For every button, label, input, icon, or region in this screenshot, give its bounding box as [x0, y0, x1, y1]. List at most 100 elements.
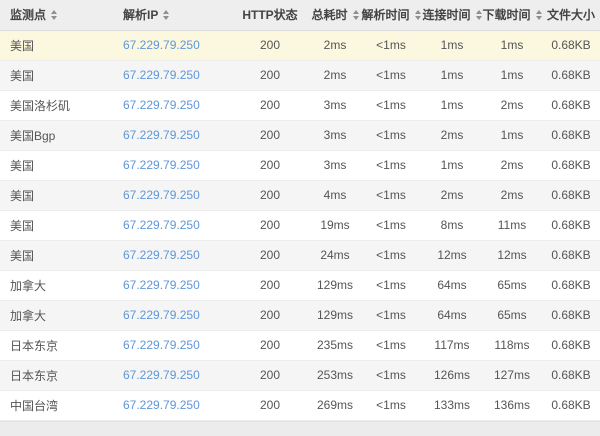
ip-link[interactable]: 67.229.79.250	[123, 218, 200, 232]
cell-connect: 1ms	[422, 60, 482, 91]
cell-ip: 67.229.79.250	[115, 330, 230, 361]
table-row: 中国台湾 67.229.79.250 200 269ms <1ms 133ms 136ms 0…	[0, 390, 600, 421]
cell-download: 2ms	[482, 180, 542, 211]
cell-download: 118ms	[482, 330, 542, 361]
table-row: 美国 67.229.79.250 200 19ms <1ms 8ms 11ms 0.68KB	[0, 210, 600, 241]
cell-connect: 126ms	[422, 360, 482, 391]
ip-link[interactable]: 67.229.79.250	[123, 248, 200, 262]
ip-link[interactable]: 67.229.79.250	[123, 128, 200, 142]
ip-link[interactable]: 67.229.79.250	[123, 158, 200, 172]
cell-size: 0.68KB	[542, 270, 600, 301]
cell-ip: 67.229.79.250	[115, 210, 230, 241]
cell-size: 0.68KB	[542, 60, 600, 91]
table-row: 日本东京 67.229.79.250 200 253ms <1ms 126ms 127ms 0…	[0, 360, 600, 391]
cell-size: 0.68KB	[542, 90, 600, 121]
ip-link[interactable]: 67.229.79.250	[123, 398, 200, 412]
col-header-label: HTTP状态	[242, 8, 298, 23]
cell-download: 65ms	[482, 300, 542, 331]
cell-size: 0.68KB	[542, 240, 600, 271]
cell-node: 美国	[0, 150, 115, 181]
cell-ip: 67.229.79.250	[115, 360, 230, 391]
cell-download: 2ms	[482, 150, 542, 181]
cell-connect: 12ms	[422, 240, 482, 271]
cell-node: 美国	[0, 240, 115, 271]
sort-icon[interactable]	[535, 10, 542, 21]
table-row: 美国 67.229.79.250 200 24ms <1ms 12ms 12ms 0.68KB	[0, 240, 600, 271]
col-header-status: HTTP状态	[230, 0, 310, 31]
cell-node: 日本东京	[0, 330, 115, 361]
ip-link[interactable]: 67.229.79.250	[123, 68, 200, 82]
cell-dns: <1ms	[360, 30, 422, 61]
cell-total: 3ms	[310, 120, 360, 151]
cell-ip: 67.229.79.250	[115, 300, 230, 331]
col-header-ip[interactable]: 解析IP	[115, 0, 230, 31]
cell-dns: <1ms	[360, 180, 422, 211]
cell-ip: 67.229.79.250	[115, 390, 230, 421]
cell-node: 美国	[0, 180, 115, 211]
cell-download: 1ms	[482, 60, 542, 91]
ip-link[interactable]: 67.229.79.250	[123, 308, 200, 322]
col-header-node[interactable]: 监测点	[0, 0, 115, 31]
cell-total: 235ms	[310, 330, 360, 361]
table-row: 日本东京 67.229.79.250 200 235ms <1ms 117ms 118ms 0…	[0, 330, 600, 361]
cell-status: 200	[230, 30, 310, 61]
table-row: 加拿大 67.229.79.250 200 129ms <1ms 64ms 65ms 0.68…	[0, 270, 600, 301]
col-header-dns[interactable]: 解析时间	[360, 0, 422, 31]
cell-status: 200	[230, 180, 310, 211]
header-row: 监测点 解析IP HTTP状态 总耗时 解析时间 连接时间 下载时间 文件大小	[0, 0, 600, 31]
col-header-connect[interactable]: 连接时间	[422, 0, 482, 31]
cell-connect: 8ms	[422, 210, 482, 241]
col-header-label: 下载时间	[482, 8, 531, 23]
sort-icon[interactable]	[163, 10, 170, 21]
cell-connect: 1ms	[422, 150, 482, 181]
cell-size: 0.68KB	[542, 360, 600, 391]
cell-status: 200	[230, 390, 310, 421]
cell-connect: 1ms	[422, 90, 482, 121]
sort-icon[interactable]	[414, 10, 421, 21]
col-header-total[interactable]: 总耗时	[310, 0, 360, 31]
table-body: 美国 67.229.79.250 200 2ms <1ms 1ms 1ms 0.68KB 美国 6…	[0, 30, 600, 421]
col-header-download[interactable]: 下载时间	[482, 0, 542, 31]
sort-icon[interactable]	[51, 10, 58, 21]
cell-size: 0.68KB	[542, 330, 600, 361]
col-header-label: 连接时间	[422, 8, 471, 23]
ip-link[interactable]: 67.229.79.250	[123, 278, 200, 292]
cell-ip: 67.229.79.250	[115, 30, 230, 61]
cell-total: 19ms	[310, 210, 360, 241]
sort-icon[interactable]	[475, 10, 482, 21]
cell-size: 0.68KB	[542, 300, 600, 331]
table-row: 加拿大 67.229.79.250 200 129ms <1ms 64ms 65ms 0.68…	[0, 300, 600, 331]
ip-link[interactable]: 67.229.79.250	[123, 188, 200, 202]
cell-connect: 117ms	[422, 330, 482, 361]
cell-dns: <1ms	[360, 210, 422, 241]
cell-status: 200	[230, 210, 310, 241]
cell-download: 11ms	[482, 210, 542, 241]
cell-dns: <1ms	[360, 240, 422, 271]
cell-download: 65ms	[482, 270, 542, 301]
cell-dns: <1ms	[360, 90, 422, 121]
cell-status: 200	[230, 270, 310, 301]
cell-connect: 133ms	[422, 390, 482, 421]
cell-size: 0.68KB	[542, 150, 600, 181]
cell-connect: 2ms	[422, 120, 482, 151]
monitor-results-table: 监测点 解析IP HTTP状态 总耗时 解析时间 连接时间 下载时间 文件大小 美国 67.22…	[0, 0, 600, 421]
cell-status: 200	[230, 240, 310, 271]
cell-total: 24ms	[310, 240, 360, 271]
sort-icon[interactable]	[352, 10, 359, 21]
cell-total: 253ms	[310, 360, 360, 391]
col-header-size: 文件大小	[542, 0, 600, 31]
ip-link[interactable]: 67.229.79.250	[123, 98, 200, 112]
cell-node: 美国	[0, 30, 115, 61]
cell-total: 2ms	[310, 30, 360, 61]
ip-link[interactable]: 67.229.79.250	[123, 338, 200, 352]
cell-size: 0.68KB	[542, 120, 600, 151]
cell-total: 269ms	[310, 390, 360, 421]
ip-link[interactable]: 67.229.79.250	[123, 368, 200, 382]
ip-link[interactable]: 67.229.79.250	[123, 38, 200, 52]
cell-node: 加拿大	[0, 270, 115, 301]
cell-ip: 67.229.79.250	[115, 270, 230, 301]
cell-dns: <1ms	[360, 330, 422, 361]
cell-download: 12ms	[482, 240, 542, 271]
cell-ip: 67.229.79.250	[115, 180, 230, 211]
